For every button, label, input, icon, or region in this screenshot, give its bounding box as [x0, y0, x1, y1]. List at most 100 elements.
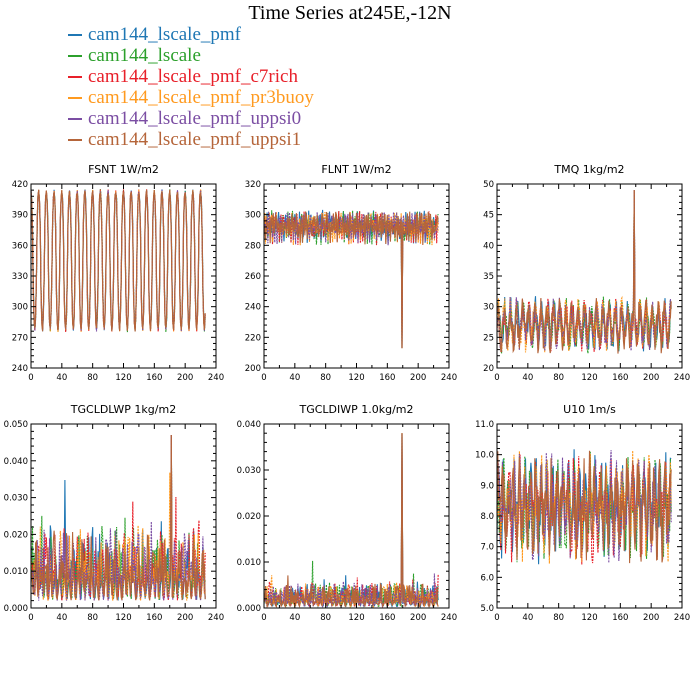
legend-item: cam144_lscale_pmf_c7rich — [68, 66, 314, 87]
y-tick-label: 270 — [12, 333, 28, 343]
x-tick-label: 160 — [146, 613, 162, 623]
y-tick-label: 30 — [483, 303, 494, 313]
y-tick-label: 0.050 — [4, 420, 28, 430]
x-tick-label: 0 — [494, 613, 499, 623]
y-tick-label: 0.000 — [4, 604, 28, 614]
series-line — [496, 190, 672, 353]
x-tick-label: 80 — [320, 613, 331, 623]
panel-title: TMQ 1kg/m2 — [553, 163, 624, 176]
legend-label: cam144_lscale_pmf — [88, 23, 242, 45]
x-tick-label: 40 — [56, 373, 67, 383]
y-tick-label: 25 — [483, 333, 494, 343]
figure-title: Time Series at245E,-12N — [248, 2, 452, 24]
x-tick-label: 160 — [146, 373, 162, 383]
legend-item: cam144_lscale_pmf_uppsi0 — [68, 108, 314, 129]
y-tick-label: 220 — [245, 333, 261, 343]
series-line — [263, 433, 439, 609]
x-tick-label: 200 — [643, 613, 659, 623]
y-tick-label: 9.0 — [480, 481, 494, 491]
x-tick-label: 120 — [348, 373, 364, 383]
legend-label: cam144_lscale_pmf_uppsi1 — [88, 128, 302, 150]
series-line — [30, 434, 206, 601]
panel-title: FLNT 1W/m2 — [321, 163, 391, 176]
x-tick-label: 160 — [379, 613, 395, 623]
x-tick-label: 80 — [87, 613, 98, 623]
u10-panel: U10 1m/s 0 40 80 120 160 200 240 5.0 6.0 7.0 8.0 9.0… — [475, 403, 690, 623]
panel-title: U10 1m/s — [563, 403, 616, 416]
legend-label: cam144_lscale_pmf_pr3buoy — [88, 86, 314, 108]
y-tick-label: 300 — [12, 303, 28, 313]
x-tick-label: 200 — [410, 613, 426, 623]
x-tick-label: 120 — [115, 373, 131, 383]
series-line — [263, 433, 439, 609]
x-tick-label: 160 — [612, 613, 628, 623]
y-tick-label: 6.0 — [480, 573, 494, 583]
y-tick-label: 280 — [245, 241, 261, 251]
series-line — [263, 433, 439, 609]
panel-title: TGCLDLWP 1kg/m2 — [70, 403, 176, 416]
y-tick-label: 0.010 — [4, 567, 28, 577]
x-tick-label: 40 — [522, 373, 533, 383]
x-tick-label: 120 — [115, 613, 131, 623]
x-tick-label: 160 — [612, 373, 628, 383]
y-tick-label: 11.0 — [475, 420, 494, 430]
y-tick-label: 240 — [12, 364, 28, 374]
x-tick-label: 40 — [56, 613, 67, 623]
plot-frame — [263, 423, 450, 609]
y-tick-label: 200 — [245, 364, 261, 374]
y-tick-label: 40 — [483, 241, 494, 251]
series-line — [263, 211, 439, 349]
x-tick-label: 0 — [28, 613, 33, 623]
panel-title: FSNT 1W/m2 — [88, 163, 159, 176]
plot-frame — [30, 183, 217, 369]
y-tick-label: 45 — [483, 211, 494, 221]
legend-swatch — [68, 54, 82, 57]
x-tick-label: 240 — [674, 613, 690, 623]
x-tick-label: 120 — [348, 613, 364, 623]
legend-swatch — [68, 96, 82, 99]
tmq-panel: TMQ 1kg/m2 0 40 80 120 160 200 240 20 25 30 35 40 45 5… — [483, 163, 690, 383]
y-tick-label: 50 — [483, 180, 494, 190]
y-tick-label: 240 — [245, 303, 261, 313]
x-tick-label: 120 — [581, 613, 597, 623]
y-tick-label: 0.030 — [4, 494, 28, 504]
y-tick-label: 360 — [12, 241, 28, 251]
y-tick-label: 10.0 — [475, 451, 494, 461]
x-tick-label: 120 — [581, 373, 597, 383]
x-tick-label: 40 — [289, 613, 300, 623]
fsnt-panel: FSNT 1W/m2 0 40 80 120 160 200 240 240 270 300 330 3… — [12, 163, 224, 383]
legend: cam144_lscale_pmf cam144_lscale cam144_l… — [68, 24, 314, 150]
x-tick-label: 200 — [177, 613, 193, 623]
tgcldlwp-panel: TGCLDLWP 1kg/m2 0 40 80 120 160 200 240 0.000 0.0… — [4, 403, 224, 623]
x-tick-label: 40 — [289, 373, 300, 383]
x-tick-label: 40 — [522, 613, 533, 623]
y-tick-label: 0.020 — [237, 512, 261, 522]
x-tick-label: 0 — [494, 373, 499, 383]
series-line — [496, 190, 672, 353]
legend-item: cam144_lscale_pmf — [68, 24, 314, 45]
x-tick-label: 240 — [208, 613, 224, 623]
x-tick-label: 200 — [410, 373, 426, 383]
legend-item: cam144_lscale — [68, 45, 314, 66]
y-tick-label: 420 — [12, 180, 28, 190]
panel-title: TGCLDIWP 1.0kg/m2 — [298, 403, 413, 416]
x-tick-label: 240 — [441, 373, 457, 383]
x-tick-label: 160 — [379, 373, 395, 383]
y-tick-label: 7.0 — [480, 543, 494, 553]
x-tick-label: 0 — [261, 613, 266, 623]
legend-swatch — [68, 138, 82, 141]
flnt-panel: FLNT 1W/m2 0 40 80 120 160 200 240 200 220 240 260 2… — [245, 163, 457, 383]
legend-label: cam144_lscale_pmf_c7rich — [88, 65, 298, 87]
legend-item: cam144_lscale_pmf_uppsi1 — [68, 129, 314, 150]
y-tick-label: 0.040 — [237, 420, 261, 430]
y-tick-label: 20 — [483, 364, 494, 374]
y-tick-label: 330 — [12, 272, 28, 282]
y-tick-label: 0.030 — [237, 466, 261, 476]
legend-swatch — [68, 33, 82, 36]
y-tick-label: 0.020 — [4, 530, 28, 540]
x-tick-label: 0 — [28, 373, 33, 383]
y-tick-label: 35 — [483, 272, 494, 282]
x-tick-label: 80 — [320, 373, 331, 383]
series-line — [263, 433, 439, 608]
x-tick-label: 240 — [208, 373, 224, 383]
